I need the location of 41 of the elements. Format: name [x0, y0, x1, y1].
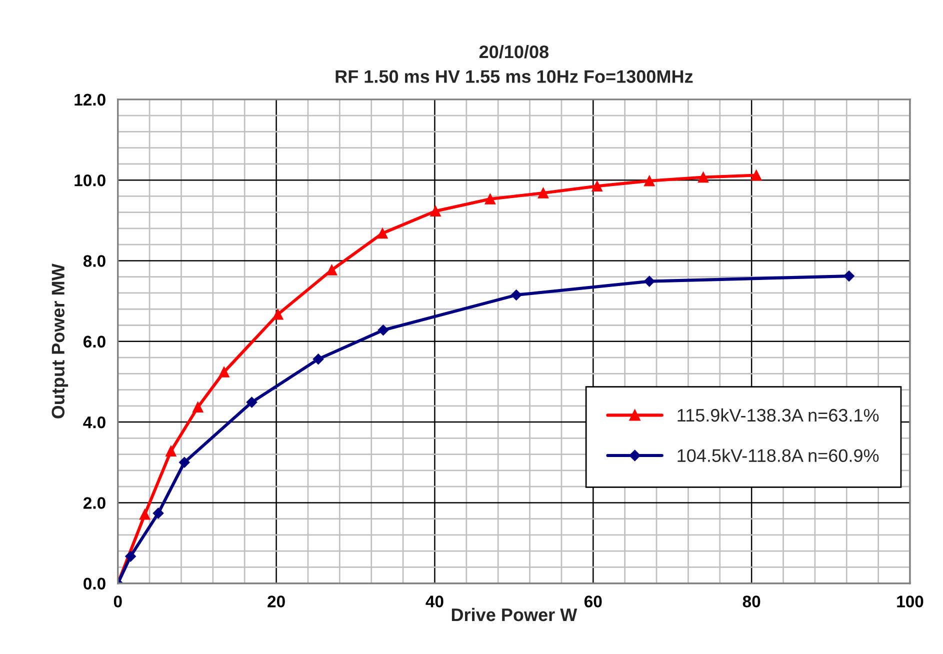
point	[139, 509, 150, 520]
point	[246, 396, 258, 408]
point	[538, 188, 549, 198]
x-tick-label: 40	[426, 596, 444, 608]
y-tick-label: 2.0	[83, 497, 106, 509]
point	[125, 550, 136, 562]
point	[192, 402, 204, 413]
point	[698, 172, 709, 183]
point	[484, 194, 496, 204]
point	[844, 270, 854, 282]
point	[644, 276, 655, 287]
y-tick-label: 10.0	[74, 174, 106, 186]
x-tick-label: 80	[742, 596, 760, 608]
legend-label: 115.9kV-138.3A n=63.1%	[678, 408, 879, 422]
x-axis-title: Drive Power W	[452, 608, 578, 622]
point	[510, 290, 522, 300]
point	[178, 456, 190, 468]
point	[272, 308, 284, 320]
point	[378, 324, 389, 336]
point	[152, 508, 164, 519]
y-axis-title: Output Power MW	[52, 264, 68, 418]
x-tick-label: 20	[268, 596, 285, 608]
point	[750, 170, 762, 181]
y-tick-label: 6.0	[84, 336, 106, 348]
x-tick-label: 60	[584, 596, 602, 608]
y-tick-label: 12.0	[74, 94, 106, 106]
x-tick-label: 100	[897, 596, 924, 608]
point	[166, 446, 176, 456]
legend-label: 104.5kV-118.8A n=60.9%	[678, 448, 879, 462]
point	[218, 366, 230, 378]
point	[312, 354, 324, 365]
point	[377, 228, 388, 239]
point	[592, 180, 602, 192]
point	[430, 206, 441, 217]
x-tick-label: 0	[114, 596, 122, 608]
point	[644, 175, 655, 186]
y-tick-label: 0.0	[84, 578, 106, 590]
y-tick-label: 4.0	[83, 416, 106, 428]
point	[326, 264, 338, 276]
chart-title: 20/10/08 RF 1.50 ms HV 1.55 ms 10Hz Fo=1300MHz	[336, 44, 693, 83]
y-tick-label: 8.0	[83, 255, 106, 267]
